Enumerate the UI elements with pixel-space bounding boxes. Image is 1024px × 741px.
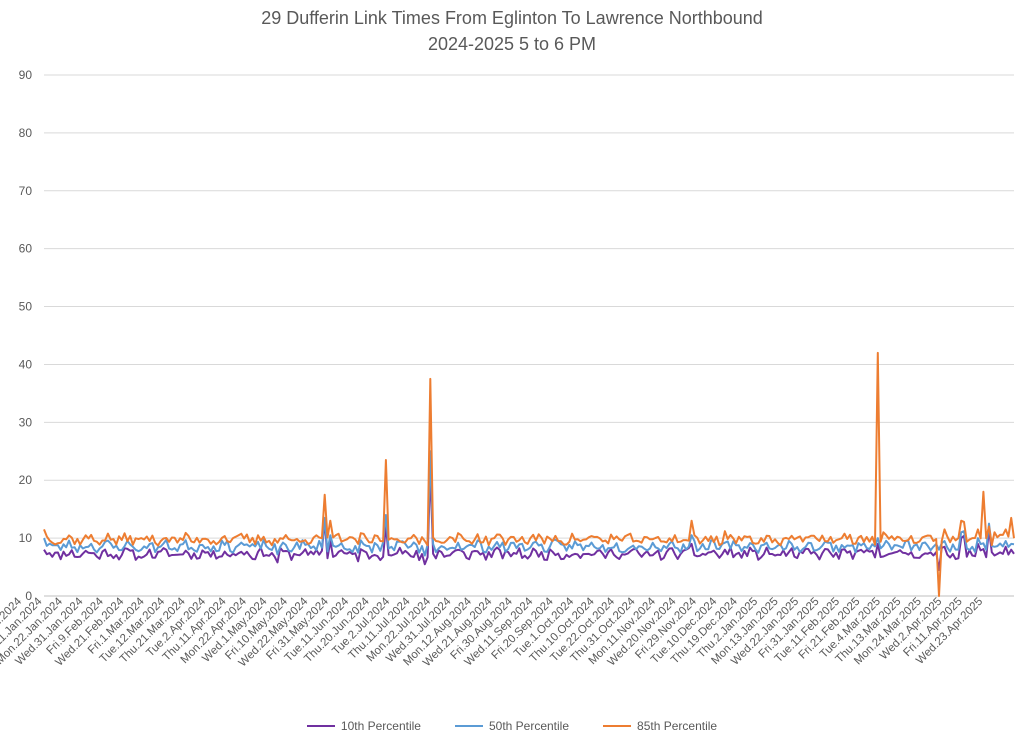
chart-legend: 10th Percentile 50th Percentile 85th Per… (0, 719, 1024, 733)
legend-swatch-10th (306, 725, 335, 727)
legend-swatch-85th (603, 725, 632, 727)
legend-swatch-50th (454, 725, 483, 727)
y-tick-label: 10 (19, 531, 33, 545)
y-tick-label: 30 (19, 415, 33, 429)
chart-subtitle: 2024-2025 5 to 6 PM (427, 34, 597, 54)
legend-item-10th: 10th Percentile (306, 719, 421, 733)
y-tick-label: 40 (19, 357, 33, 371)
legend-label-85th: 85th Percentile (637, 719, 718, 733)
chart-title: 29 Dufferin Link Times From Eglinton To … (261, 8, 763, 28)
y-tick-label: 20 (19, 473, 33, 487)
y-tick-label: 60 (19, 242, 33, 256)
legend-label-50th: 50th Percentile (488, 719, 570, 733)
y-tick-label: 50 (19, 300, 33, 314)
y-tick-label: 0 (25, 589, 32, 603)
series-line-50th-percentile (43, 450, 1015, 557)
legend-item-85th: 85th Percentile (603, 719, 717, 733)
y-tick-label: 80 (19, 126, 33, 140)
series-line-10th-percentile (43, 467, 1015, 571)
legend-label-10th: 10th Percentile (340, 719, 421, 733)
y-tick-label: 90 (19, 68, 33, 82)
series-line-85th-percentile (43, 351, 1015, 597)
legend-item-50th: 50th Percentile (454, 719, 570, 733)
y-tick-label: 70 (19, 184, 33, 198)
